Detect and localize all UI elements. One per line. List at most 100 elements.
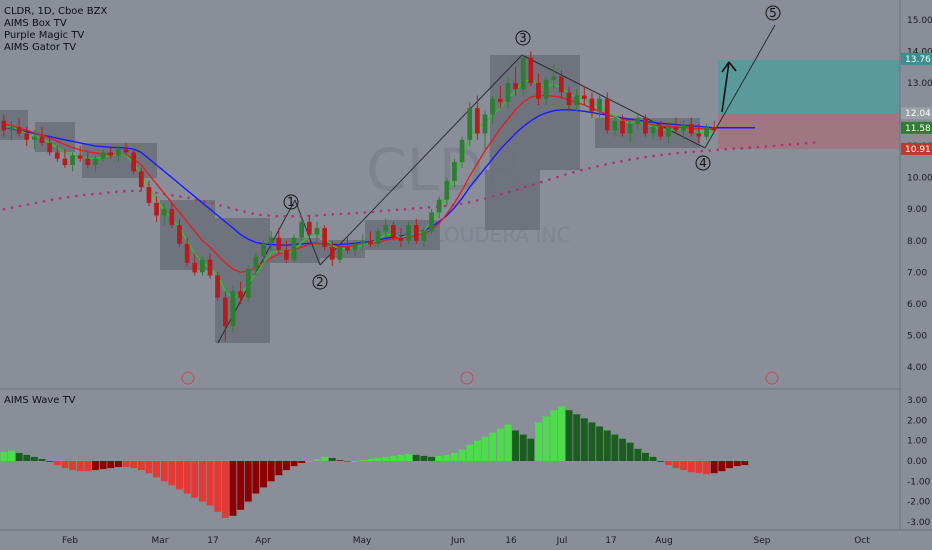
wave-tick: 0.00 [907,457,927,467]
candle-body [673,127,679,131]
wave-bar [237,461,245,510]
wave-bar [397,454,405,461]
candle [704,123,709,140]
wave-bar [489,432,497,461]
wave-bar [680,461,688,471]
candle [62,149,68,169]
candle [123,142,129,156]
purple-dot [532,183,535,186]
time-tick: Sep [754,536,771,546]
candle-body [398,237,404,241]
candle [24,127,30,147]
wave-tick: -3.00 [907,518,931,528]
wave-bar [160,461,168,482]
wave-label-1: 1 [287,195,295,209]
candle [9,120,14,140]
candle [322,224,327,251]
purple-dot [548,178,551,181]
candle [146,180,152,207]
wave-bar [565,410,573,461]
indicator-1: AIMS Box TV [4,18,67,29]
time-tick: Feb [62,536,78,546]
candle [184,237,190,267]
price-tick: 6.00 [907,300,927,310]
candle-body [666,127,671,137]
wave-bar [573,414,581,461]
wave-bar [336,460,344,461]
candle-body [543,79,549,99]
candle [154,196,159,222]
purple-dot [572,171,575,174]
wave-histogram [0,406,749,518]
purple-dot [187,196,190,200]
candle [100,149,106,162]
wave-bar [305,461,313,462]
wave-bar [76,461,84,472]
purple-dot [524,185,527,189]
candle [253,253,259,276]
series-layer [2,79,816,299]
candle [467,101,473,147]
event-marker-icon [460,371,474,385]
purple-dot [475,199,479,202]
candle [475,95,480,140]
candle [574,89,579,112]
candle [589,92,595,118]
price-label-bg [901,121,932,134]
candle-body [345,247,350,251]
candle [505,76,511,109]
candle-body [490,98,495,115]
time-axis: Feb Mar 17 Apr May Jun 16 Jul 17 Aug Sep Oct [62,536,870,546]
purple-dot [692,150,695,153]
wave-bar [695,461,703,474]
candle-body [620,120,625,134]
indicator-2: Purple Magic TV [4,30,84,41]
candle-body [505,82,511,102]
wave-3-circle [515,30,531,46]
purple-dot [724,147,728,151]
stop-zone [718,113,900,149]
candle-body [184,243,190,263]
wave-bar [512,430,519,461]
candle-body [551,76,557,80]
wave-bar [183,461,191,494]
wave-bar [649,456,657,461]
wave-bar [420,455,428,461]
candle-body [513,82,518,90]
wave-bar [344,461,351,462]
candle-body [138,171,144,188]
price-tick: 4.00 [907,363,927,373]
purple-dot [355,211,359,215]
wave-count-labels: 1 2 3 4 5 [283,5,781,290]
price-label-text: 10.91 [905,145,931,155]
candle [643,114,648,137]
candle-body [559,76,564,93]
candle [711,120,717,134]
candles [1,51,717,342]
indicator-3: AIMS Gator TV [4,42,76,53]
purple-dot [636,157,639,160]
wave-bar [535,422,542,461]
candle [138,168,144,191]
wave-bar [428,456,435,461]
candle-body [688,124,694,134]
candle-body [200,259,205,273]
purple-dot [315,214,319,217]
wave-bar [298,461,306,463]
purple-dot [540,180,543,184]
purple-dot [339,212,343,216]
candle [482,111,488,150]
purple-dot [107,191,110,194]
candle [307,215,312,238]
candle [536,73,541,106]
purple-dot [323,213,327,217]
wave-bar [603,430,611,461]
purple-dot [219,204,222,207]
candle [497,86,503,109]
time-tick: Aug [655,536,673,546]
wave-bar [435,455,443,461]
wave-bar [99,461,107,470]
candle [314,221,320,244]
purple-dot [740,147,744,150]
